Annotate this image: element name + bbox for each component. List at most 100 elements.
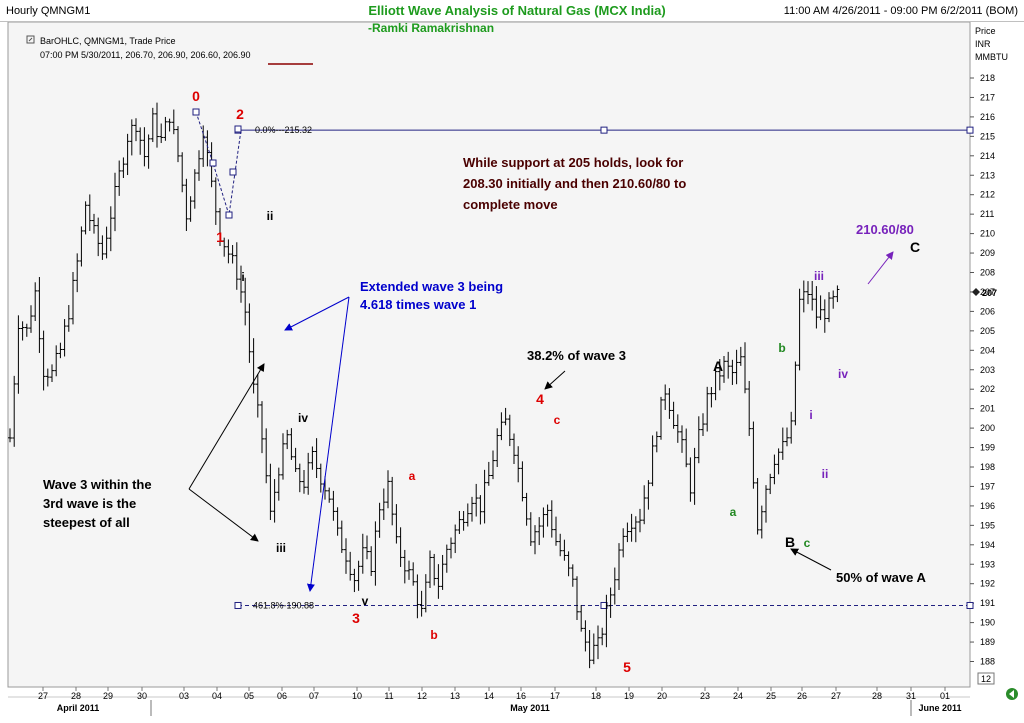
ohlc-bar xyxy=(575,576,579,620)
arrow-extended-upper xyxy=(284,296,350,331)
ohlc-bar xyxy=(390,476,395,526)
ohlc-bar xyxy=(705,386,710,432)
ohlc-bar xyxy=(360,533,365,574)
ohlc-bar xyxy=(768,473,773,495)
arrow-382 xyxy=(544,370,566,390)
ohlc-bar xyxy=(717,359,722,391)
target-label: 210.60/80 xyxy=(856,222,914,237)
ohlc-bar xyxy=(554,516,558,546)
wave-label-5: 5 xyxy=(623,659,631,675)
ohlc-bar xyxy=(155,102,159,148)
ohlc-bar xyxy=(75,253,80,293)
ohlc-bar xyxy=(394,504,399,544)
ohlc-bar xyxy=(419,590,424,617)
arrow-steepest-upper xyxy=(188,363,265,490)
ohlc-bar xyxy=(268,463,273,521)
ohlc-bar xyxy=(276,467,281,501)
ohlc-bar xyxy=(776,448,781,475)
ohlc-bar xyxy=(743,342,747,394)
ohlc-bar xyxy=(180,152,185,193)
ohlc-bar xyxy=(465,503,470,527)
ohlc-bar xyxy=(562,539,567,561)
x-tick-label-22: 26 xyxy=(797,691,807,701)
y-tick-label-210: 210 xyxy=(980,229,995,239)
ohlc-bar xyxy=(747,380,752,436)
ohlc-bar xyxy=(696,416,701,464)
x-tick-label-9: 10 xyxy=(352,691,362,701)
ohlc-bar xyxy=(100,235,105,260)
ohlc-bar xyxy=(537,517,542,546)
legend-line-1: BarOHLC, QMNGM1, Trade Price xyxy=(40,36,176,46)
wave-label-10: v xyxy=(362,594,369,608)
y-tick-label-193: 193 xyxy=(980,559,995,569)
note-50: 50% of wave A xyxy=(836,570,926,585)
ohlc-bar xyxy=(192,169,197,209)
wave-label-17: a xyxy=(730,505,737,519)
wave-label-1: 1 xyxy=(216,229,224,245)
ohlc-bar xyxy=(289,428,294,460)
ohlc-bar xyxy=(499,412,504,441)
ohlc-bar xyxy=(306,452,311,495)
ohlc-bar xyxy=(8,428,12,443)
wave-label-11: a xyxy=(409,469,416,483)
x-tick-label-0: 27 xyxy=(38,691,48,701)
ohlc-bar xyxy=(692,447,697,505)
y-tick-label-218: 218 xyxy=(980,73,995,83)
wave-label-4: 4 xyxy=(536,391,544,407)
ohlc-bar xyxy=(407,560,411,580)
ohlc-bar xyxy=(281,433,285,480)
ohlc-bar xyxy=(612,567,617,605)
swing-marker-2 xyxy=(229,168,237,176)
ohlc-bar xyxy=(793,361,798,426)
ohlc-bar xyxy=(37,277,42,353)
note-support-0: While support at 205 holds, look for xyxy=(463,155,683,170)
ohlc-bar xyxy=(638,508,642,533)
ohlc-bar xyxy=(411,562,416,586)
ohlc-bar xyxy=(16,315,21,394)
ohlc-bar xyxy=(684,428,689,468)
ohlc-bar xyxy=(449,537,453,559)
ohlc-bar xyxy=(457,510,462,534)
ohlc-bar xyxy=(512,433,516,465)
ohlc-bar xyxy=(482,469,487,524)
ohlc-bar xyxy=(818,295,823,321)
y-tick-label-192: 192 xyxy=(980,579,995,589)
ohlc-bar xyxy=(730,359,735,385)
ohlc-bar xyxy=(41,330,46,391)
ohlc-bar xyxy=(230,245,235,264)
ohlc-bar xyxy=(331,490,336,521)
x-tick-label-6: 05 xyxy=(244,691,254,701)
ohlc-bar xyxy=(398,527,403,567)
y-tick-label-204: 204 xyxy=(980,345,995,355)
y-tick-label-203: 203 xyxy=(980,365,995,375)
x-tick-label-14: 16 xyxy=(516,691,526,701)
x-tick-label-4: 03 xyxy=(179,691,189,701)
ohlc-bar xyxy=(827,292,831,323)
x-tick-label-7: 06 xyxy=(277,691,287,701)
wave-label-23: iv xyxy=(838,367,848,381)
scroll-counter-box xyxy=(977,672,995,685)
wave-label-14: A xyxy=(713,358,723,374)
wave-label-9: iv xyxy=(298,411,308,425)
x-tick-label-15: 17 xyxy=(550,691,560,701)
ohlc-bar xyxy=(108,206,113,252)
y-tick-label-199: 199 xyxy=(980,443,995,453)
ohlc-bar xyxy=(197,150,201,181)
ohlc-bar xyxy=(680,425,684,453)
y-tick-label-189: 189 xyxy=(980,637,995,647)
ohlc-bar xyxy=(239,265,243,303)
wave-label-2: 2 xyxy=(236,106,244,122)
ohlc-bars xyxy=(8,102,840,669)
ohlc-bar xyxy=(663,384,668,410)
ohlc-bar xyxy=(470,496,474,522)
ohlc-bar xyxy=(671,401,676,429)
ohlc-bar xyxy=(344,538,348,574)
ohlc-bar xyxy=(339,520,344,553)
fib-handle-5 xyxy=(966,601,974,609)
x-tick-label-16: 18 xyxy=(591,691,601,701)
x-tick-label-24: 28 xyxy=(872,691,882,701)
y-tick-label-214: 214 xyxy=(980,151,995,161)
y-tick-label-190: 190 xyxy=(980,618,995,628)
ohlc-bar xyxy=(356,560,361,591)
note-steepest-2: steepest of all xyxy=(43,515,130,530)
